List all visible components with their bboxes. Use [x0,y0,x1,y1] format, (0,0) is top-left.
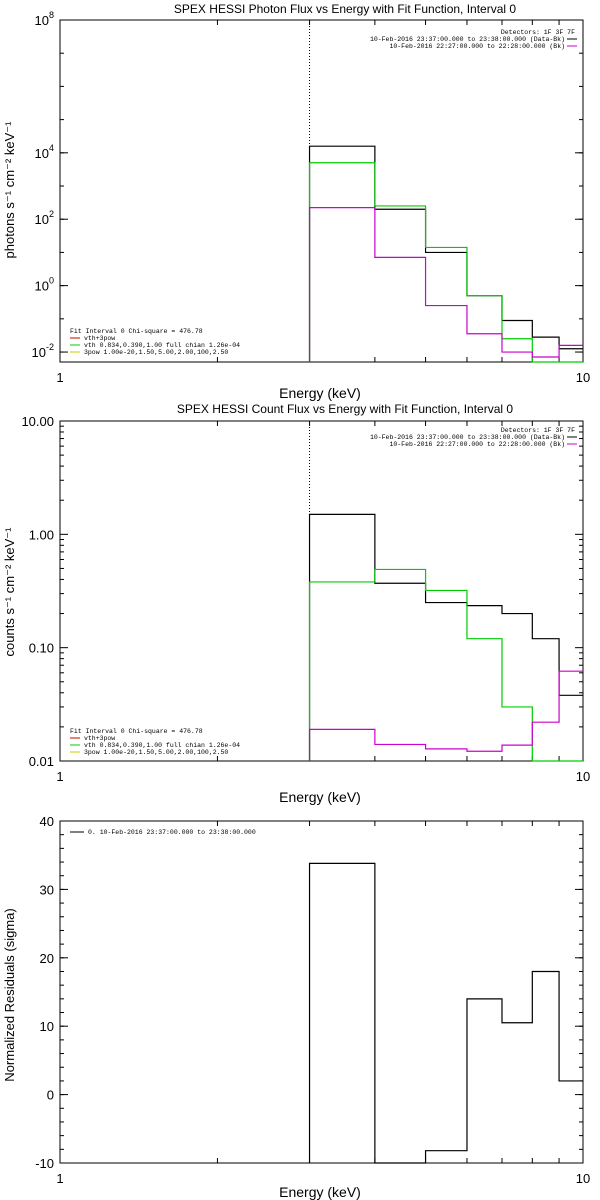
photon-y-tick-label: 104 [35,143,54,161]
photon-legend-data-interval: 10-Feb-2016 23:37:00.000 to 23:38:00.000… [370,36,565,43]
count-legend-bk-interval: 10-Feb-2016 22:27:00.000 to 22:28:00.000… [389,441,565,448]
count-legend-vth: vth 0.834,0.390,1.00 full chian 1.26e-04 [84,742,240,749]
count-y-tick-label: 1.00 [29,527,54,542]
residuals-series-residuals [308,862,583,1164]
photon-chart-title: SPEX HESSI Photon Flux vs Energy with Fi… [174,2,516,16]
residuals-y-tick-label: -10 [35,1156,54,1171]
photon-plot-frame [59,19,584,363]
residuals-y-tick-label: 0 [47,1088,54,1103]
count-flux-panel: SPEX HESSI Count Flux vs Energy with Fit… [2,402,590,805]
photon-legend-top: Detectors: 1F 3F 7F 10-Feb-2016 23:37:00… [370,29,577,50]
count-legend-top: Detectors: 1F 3F 7F 10-Feb-2016 23:37:00… [370,427,577,448]
residuals-panel: Energy (keV) Normalized Residuals (sigma… [2,814,590,1200]
photon-legend-detectors: Detectors: 1F 3F 7F [501,29,575,36]
residuals-y-tick-label: 20 [40,951,54,966]
photon-y-tick-exponent: -2 [46,342,54,352]
residuals-x-tick-label: 10 [576,1171,590,1186]
count-y-tick-label: 0.01 [29,754,54,769]
residuals-plot-frame [59,820,584,1164]
count-series-vth-3pow [308,568,583,762]
photon-flux-panel: SPEX HESSI Photon Flux vs Energy with Fi… [2,2,590,401]
photon-y-tick-exponent: 4 [49,143,54,153]
photon-y-tick-label: 10-2 [32,342,54,360]
residuals-y-tick-label: 40 [40,814,54,829]
residuals-y-tick-label: 10 [40,1019,54,1034]
count-legend-fit-interval: Fit Interval 0 Chi-square = 476.78 [70,728,203,735]
count-legend-bottom: Fit Interval 0 Chi-square = 476.78 vth+3… [70,728,240,756]
photon-legend-bk-interval: 10-Feb-2016 22:27:00.000 to 22:28:00.000… [389,43,565,50]
photon-legend-3pow: 3pow 1.00e-20,1.50,5.00,2.00,100,2.50 [84,349,228,356]
residuals-y-tick-label: 30 [40,882,54,897]
count-series-vth [308,670,583,761]
residuals-y-axis-label: Normalized Residuals (sigma) [2,908,17,1081]
count-x-axis-label: Energy (keV) [279,789,361,805]
count-plot-frame [59,420,584,762]
count-y-tick-label: 0.10 [29,641,54,656]
photon-x-tick-label: 10 [576,370,590,385]
count-y-tick-label: 10.00 [21,414,54,429]
count-legend-total: vth+3pow [84,735,115,742]
photon-series-data [308,145,583,362]
photon-y-tick-label: 108 [35,10,54,28]
residuals-x-tick-label: 1 [56,1171,63,1186]
photon-series-vth [308,207,583,362]
photon-legend-bottom: Fit Interval 0 Chi-square = 476.78 vth+3… [70,328,240,356]
photon-legend-total: vth+3pow [84,335,115,342]
residuals-legend: 0. 10-Feb-2016 23:37:00.000 to 23:38:00.… [70,829,256,836]
photon-x-axis-label: Energy (keV) [279,385,361,401]
residuals-x-axis-label: Energy (keV) [279,1184,361,1200]
count-y-axis-label: counts s⁻¹ cm⁻² keV⁻¹ [2,527,17,657]
count-chart-title: SPEX HESSI Count Flux vs Energy with Fit… [177,402,513,416]
photon-legend-vth: vth 0.834,0.390,1.00 full chian 1.26e-04 [84,342,240,349]
count-legend-detectors: Detectors: 1F 3F 7F [501,427,575,434]
photon-y-tick-label: 100 [35,276,54,294]
photon-y-axis-label: photons s⁻¹ cm⁻² keV⁻¹ [2,121,17,259]
photon-series-vth-3pow [308,162,583,363]
photon-legend-fit-interval: Fit Interval 0 Chi-square = 476.78 [70,328,203,335]
photon-y-tick-exponent: 8 [49,10,54,20]
photon-y-tick-exponent: 0 [49,276,54,286]
photon-y-tick-label: 102 [35,209,54,227]
count-x-tick-label: 1 [56,769,63,784]
residuals-legend-text: 0. 10-Feb-2016 23:37:00.000 to 23:38:00.… [88,829,256,836]
count-series-data [308,513,583,761]
photon-y-tick-exponent: 2 [49,209,54,219]
photon-x-tick-label: 1 [56,370,63,385]
count-x-tick-label: 10 [576,769,590,784]
count-legend-3pow: 3pow 1.00e-20,1.50,5.00,2.00,100,2.50 [84,749,228,756]
count-legend-data-interval: 10-Feb-2016 23:37:00.000 to 23:38:00.000… [370,434,565,441]
